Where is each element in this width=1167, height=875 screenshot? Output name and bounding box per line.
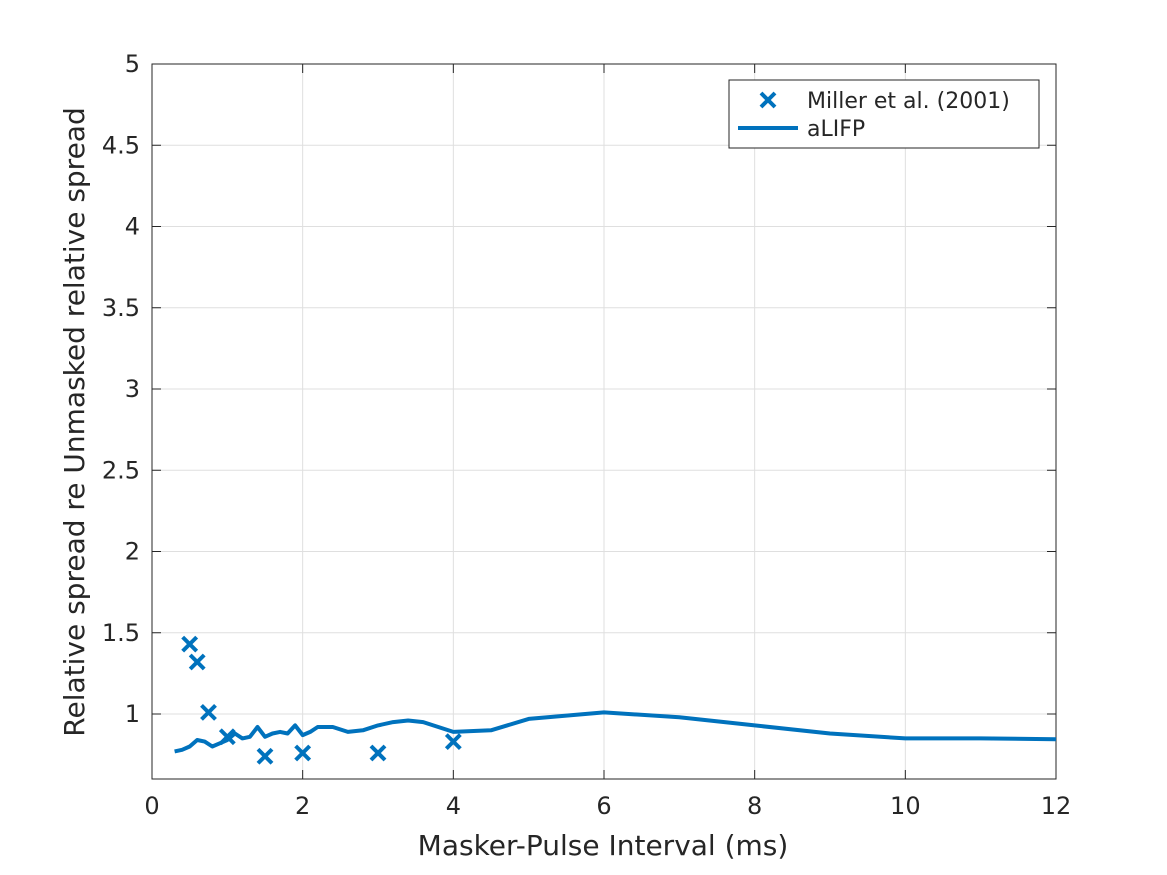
data-point-miller [444, 733, 462, 751]
line-series-alifp [174, 710, 1057, 754]
data-point-miller [200, 703, 217, 721]
data-point-miller [181, 635, 199, 653]
y-tick-label: 4 [125, 213, 140, 241]
y-tick-label: 4.5 [102, 131, 140, 159]
y-tick-label: 3.5 [102, 294, 140, 322]
data-point-miller [369, 744, 387, 762]
legend-marker-miller [759, 91, 777, 109]
legend-box [728, 79, 1040, 149]
marker-stroke [444, 733, 462, 751]
x-tick-label: 10 [890, 792, 921, 820]
y-tick-label: 2.5 [102, 456, 140, 484]
series-layer [174, 635, 1057, 765]
data-point-miller [294, 744, 312, 762]
data-point-miller [256, 747, 274, 765]
y-tick-label: 1 [125, 700, 140, 728]
marker-stroke [294, 744, 312, 762]
axis-ticks: 0 2 4 6 8 10 12 1 1.5 2 2.5 3 3.5 4 4.5 5 [102, 50, 1071, 820]
legend-label-miller: Miller et al. (2001) [807, 89, 1010, 114]
y-tick-label: 1.5 [102, 619, 140, 647]
x-tick-label: 8 [747, 792, 762, 820]
marker-stroke [256, 747, 274, 765]
marker-stroke [369, 744, 387, 762]
y-axis-label: Relative spread re Unmasked relative spr… [58, 107, 91, 736]
legend-label-alifp: aLIFP [807, 117, 865, 142]
x-tick-label: 4 [446, 792, 461, 820]
legend: Miller et al. (2001) aLIFP [728, 79, 1040, 149]
data-point-miller [188, 653, 206, 671]
x-tick-label: 2 [295, 792, 310, 820]
x-tick-label: 6 [596, 792, 611, 820]
grid [152, 64, 1056, 779]
y-tick-label: 5 [125, 50, 140, 78]
marker-stroke [200, 703, 217, 721]
marker-stroke [181, 635, 199, 653]
y-tick-label: 2 [125, 538, 140, 566]
x-tick-label: 0 [144, 792, 159, 820]
marker-stroke [188, 653, 206, 671]
y-tick-label: 3 [125, 375, 140, 403]
x-tick-label: 12 [1041, 792, 1072, 820]
x-axis-label: Masker-Pulse Interval (ms) [418, 829, 789, 862]
